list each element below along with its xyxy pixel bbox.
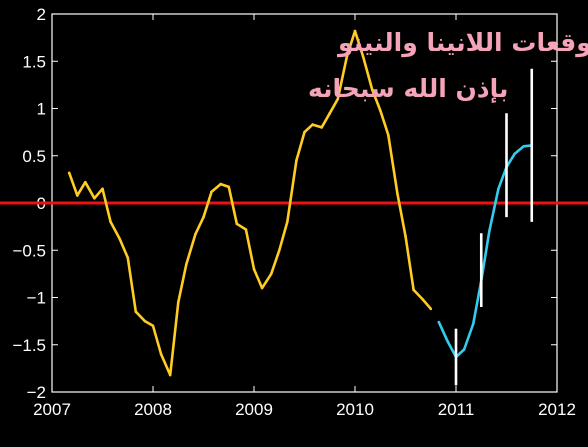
observed-series-line — [67, 29, 432, 377]
forecast-data-point — [471, 322, 475, 326]
observed-data-point — [202, 215, 205, 219]
forecast-series-line — [437, 144, 532, 359]
observed-data-point — [252, 267, 256, 271]
observed-data-point — [320, 126, 323, 129]
observed-data-point — [93, 196, 96, 200]
observed-data-point — [421, 298, 424, 301]
annotation-line-1: توقعات اللانينا والنينو — [336, 28, 588, 58]
x-tick-label: 2010 — [336, 400, 374, 419]
x-tick-label: 2009 — [235, 400, 273, 419]
observed-data-point — [159, 352, 163, 356]
y-tick-label: −1.5 — [12, 336, 46, 355]
observed-data-point — [194, 232, 197, 236]
y-tick-label: 0.5 — [22, 147, 46, 166]
y-tick-label: −0.5 — [12, 241, 46, 260]
observed-data-point — [118, 237, 121, 241]
observed-data-point — [269, 272, 273, 276]
observed-data-point — [235, 222, 239, 226]
observed-data-point — [429, 307, 433, 311]
observed-data-point — [143, 319, 147, 323]
y-tick-label: 2 — [37, 5, 46, 24]
observed-data-point — [260, 286, 264, 290]
forecast-data-point — [446, 340, 450, 344]
forecast-data-point — [462, 348, 466, 351]
forecast-data-point — [522, 145, 525, 148]
forecast-data-point — [437, 320, 441, 324]
observed-data-point — [370, 88, 374, 91]
forecast-data-point — [513, 152, 516, 156]
observed-data-point — [219, 182, 222, 186]
x-tick-label: 2011 — [438, 400, 475, 419]
observed-data-point — [361, 55, 365, 58]
observed-data-point — [134, 310, 138, 313]
observed-data-point — [84, 180, 87, 184]
observed-data-point — [277, 248, 281, 252]
observed-data-point — [353, 29, 357, 33]
observed-data-point — [336, 97, 340, 101]
x-tick-label: 2008 — [134, 400, 172, 419]
observed-data-point — [168, 373, 172, 377]
forecast-data-point — [497, 187, 500, 191]
x-tick-label: 2012 — [538, 400, 576, 419]
y-tick-label: 1.5 — [22, 52, 46, 71]
observed-data-point — [185, 263, 188, 266]
observed-data-point — [126, 256, 130, 260]
observed-data-point — [210, 190, 213, 193]
y-tick-label: 1 — [37, 100, 46, 119]
observed-data-point — [412, 288, 415, 292]
error-bars — [454, 68, 534, 386]
observed-data-point — [286, 220, 289, 224]
observed-data-point — [67, 171, 71, 175]
observed-data-point — [151, 324, 155, 328]
observed-data-point — [328, 111, 332, 115]
forecast-data-point — [488, 230, 491, 233]
observed-data-point — [295, 159, 298, 162]
tick-labels: 20072008200920102011201221.510.50−0.5−1−… — [12, 5, 575, 419]
observed-data-point — [176, 300, 180, 304]
observed-data-point — [378, 109, 382, 112]
observed-data-point — [227, 185, 231, 189]
y-tick-label: −1 — [27, 289, 46, 308]
observed-data-point — [404, 234, 407, 238]
observed-data-point — [101, 187, 104, 191]
observed-data-point — [345, 55, 349, 58]
observed-data-point — [109, 220, 112, 224]
observed-data-point — [396, 192, 399, 195]
annotation-line-2: بإذن الله سبحانه — [308, 74, 508, 103]
observed-data-point — [75, 194, 79, 197]
observed-data-point — [387, 133, 390, 137]
x-tick-label: 2007 — [33, 400, 71, 419]
y-tick-label: −2 — [27, 383, 46, 402]
observed-data-point — [244, 228, 248, 231]
observed-data-point — [303, 130, 306, 134]
observed-data-point — [311, 123, 314, 126]
